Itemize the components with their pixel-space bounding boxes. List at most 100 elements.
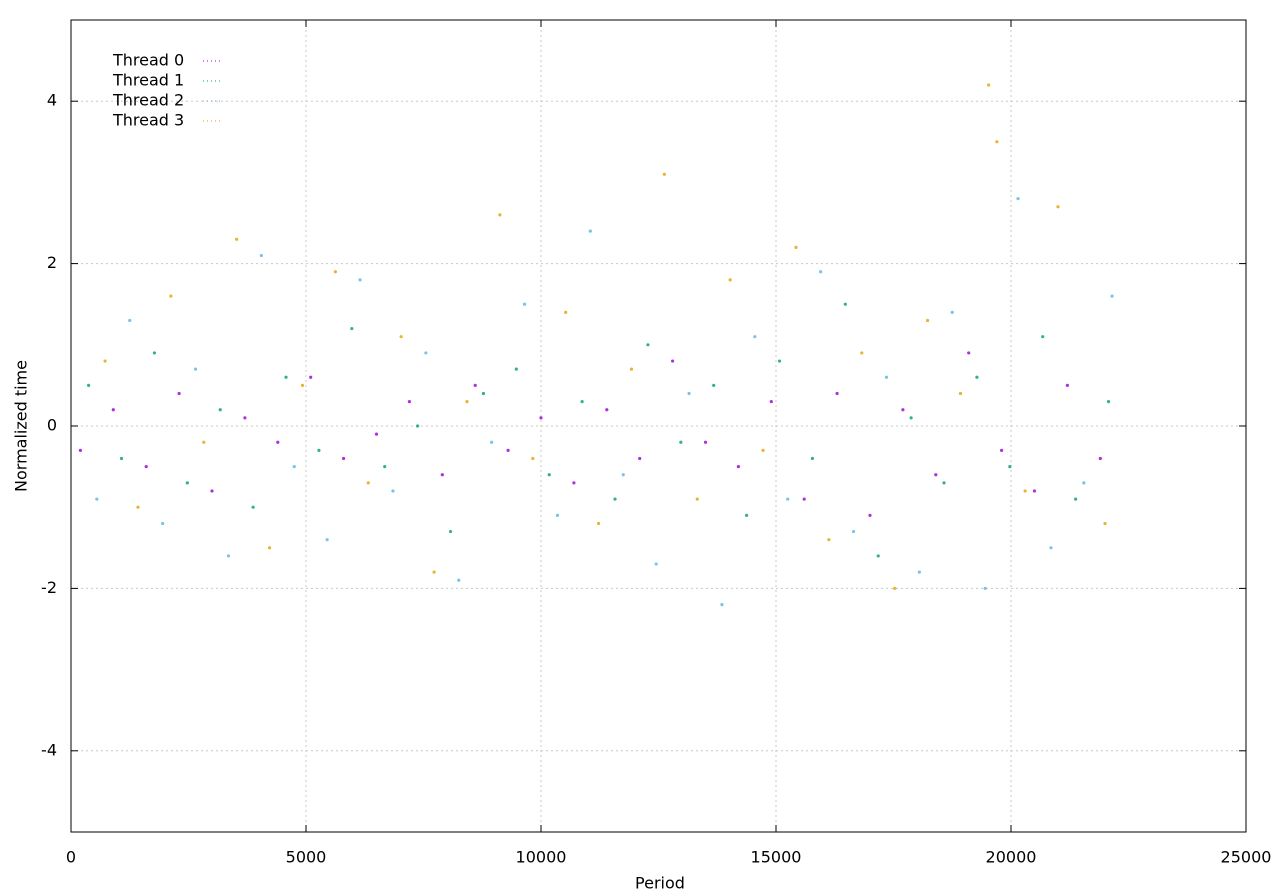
point bbox=[975, 375, 979, 379]
point bbox=[202, 440, 206, 444]
y-tick-label: 2 bbox=[47, 253, 57, 272]
point bbox=[448, 529, 453, 534]
point bbox=[78, 448, 82, 452]
point bbox=[490, 440, 494, 444]
point bbox=[95, 497, 99, 501]
point bbox=[893, 586, 897, 591]
point bbox=[728, 278, 732, 282]
point bbox=[605, 408, 609, 412]
point bbox=[761, 448, 765, 452]
point bbox=[1041, 335, 1045, 339]
point bbox=[292, 465, 296, 469]
point bbox=[835, 391, 839, 396]
point bbox=[309, 375, 313, 379]
point bbox=[777, 359, 782, 363]
point bbox=[152, 351, 157, 355]
point bbox=[416, 424, 420, 428]
legend-label: Thread 3 bbox=[112, 111, 184, 130]
point bbox=[161, 521, 165, 526]
point bbox=[909, 416, 913, 420]
point bbox=[983, 586, 987, 591]
x-tick-label: 25000 bbox=[1221, 848, 1272, 867]
point bbox=[514, 367, 518, 371]
point bbox=[851, 529, 856, 534]
point bbox=[580, 400, 584, 404]
plot-frame bbox=[70, 19, 1247, 833]
point bbox=[827, 538, 831, 542]
point bbox=[925, 318, 930, 323]
point bbox=[1110, 294, 1114, 298]
point bbox=[958, 391, 963, 396]
x-tick-label: 20000 bbox=[986, 848, 1037, 867]
x-tick-label: 0 bbox=[66, 848, 76, 867]
legend-label: Thread 2 bbox=[112, 91, 184, 110]
point bbox=[383, 465, 387, 469]
point bbox=[621, 473, 625, 477]
y-tick-label: -4 bbox=[41, 740, 57, 759]
point bbox=[703, 440, 708, 444]
point bbox=[473, 383, 477, 387]
point bbox=[226, 554, 231, 558]
point bbox=[547, 473, 551, 477]
point bbox=[128, 318, 132, 323]
point bbox=[1016, 197, 1020, 201]
point bbox=[613, 497, 617, 501]
point bbox=[934, 473, 938, 477]
point bbox=[629, 367, 634, 371]
point bbox=[399, 335, 403, 339]
point bbox=[235, 237, 239, 241]
point bbox=[374, 432, 379, 436]
y-tick-label: 4 bbox=[47, 91, 57, 110]
point bbox=[745, 513, 749, 517]
point bbox=[753, 335, 757, 339]
point bbox=[522, 302, 527, 306]
point bbox=[662, 172, 666, 176]
point bbox=[87, 383, 91, 387]
point bbox=[218, 408, 222, 412]
point bbox=[1000, 448, 1004, 452]
point bbox=[325, 538, 329, 542]
point bbox=[259, 253, 263, 258]
point bbox=[588, 229, 592, 233]
point bbox=[1098, 456, 1102, 461]
point bbox=[1065, 383, 1069, 387]
point bbox=[1032, 489, 1037, 493]
point bbox=[596, 521, 601, 526]
point bbox=[243, 416, 247, 420]
x-tick-label: 15000 bbox=[751, 848, 802, 867]
point bbox=[679, 440, 683, 444]
point bbox=[1023, 489, 1027, 493]
point bbox=[350, 326, 354, 331]
point bbox=[884, 375, 889, 379]
point bbox=[687, 391, 691, 396]
point bbox=[1056, 205, 1060, 209]
point bbox=[193, 367, 198, 371]
point bbox=[564, 310, 568, 314]
point bbox=[876, 554, 880, 558]
point bbox=[185, 481, 189, 485]
point bbox=[177, 391, 181, 396]
point bbox=[794, 245, 798, 249]
point bbox=[300, 383, 305, 387]
y-tick-label: -2 bbox=[41, 578, 57, 597]
point bbox=[942, 481, 946, 485]
point bbox=[267, 546, 272, 550]
point bbox=[440, 473, 444, 477]
point bbox=[901, 408, 905, 412]
point bbox=[457, 578, 461, 582]
point bbox=[555, 513, 560, 517]
point bbox=[671, 359, 675, 363]
point bbox=[654, 562, 658, 566]
point bbox=[646, 343, 650, 347]
point bbox=[843, 302, 847, 306]
x-tick-label: 10000 bbox=[516, 848, 567, 867]
point bbox=[572, 481, 576, 485]
point bbox=[1106, 400, 1111, 404]
point bbox=[111, 408, 115, 412]
point bbox=[531, 456, 535, 461]
point bbox=[251, 505, 255, 509]
point bbox=[210, 489, 214, 493]
point bbox=[1074, 497, 1078, 501]
legend-label: Thread 1 bbox=[112, 71, 184, 90]
point bbox=[1082, 481, 1086, 485]
